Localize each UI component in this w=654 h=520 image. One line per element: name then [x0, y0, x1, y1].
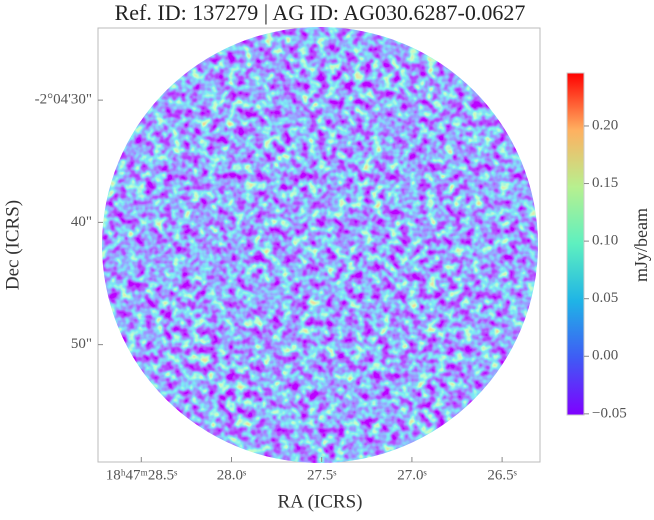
colorbar-tick-label: 0.00 [592, 348, 618, 364]
x-tick-label: 27.5ˢ [307, 467, 336, 483]
colorbar [566, 72, 585, 416]
y-tick-label: 40" [71, 214, 92, 230]
y-axis-label: Dec (ICRS) [2, 200, 23, 290]
x-tick-label: 28.0ˢ [217, 467, 246, 483]
colorbar-tick-label: 0.05 [592, 290, 618, 306]
y-tick-label: 50" [71, 336, 92, 352]
colorbar-tick-label: −0.05 [592, 405, 627, 421]
image-texture [102, 27, 538, 463]
x-axis-label: RA (ICRS) [278, 491, 363, 512]
x-tick-label: 18ʰ47ᵐ28.5ˢ [106, 467, 178, 483]
x-tick-label: 26.5ˢ [487, 467, 516, 483]
colorbar-label: mJy/beam [631, 208, 651, 282]
image [102, 27, 538, 463]
colorbar-tick-label: 0.10 [592, 233, 618, 249]
y-tick-label: -2°04'30" [35, 92, 92, 108]
colorbar-tick-label: 0.20 [592, 117, 618, 133]
x-tick-label: 27.0ˢ [397, 467, 426, 483]
colorbar-tick-label: 0.15 [592, 175, 618, 191]
chart-title: Ref. ID: 137279 | AG ID: AG030.6287-0.06… [115, 0, 526, 25]
